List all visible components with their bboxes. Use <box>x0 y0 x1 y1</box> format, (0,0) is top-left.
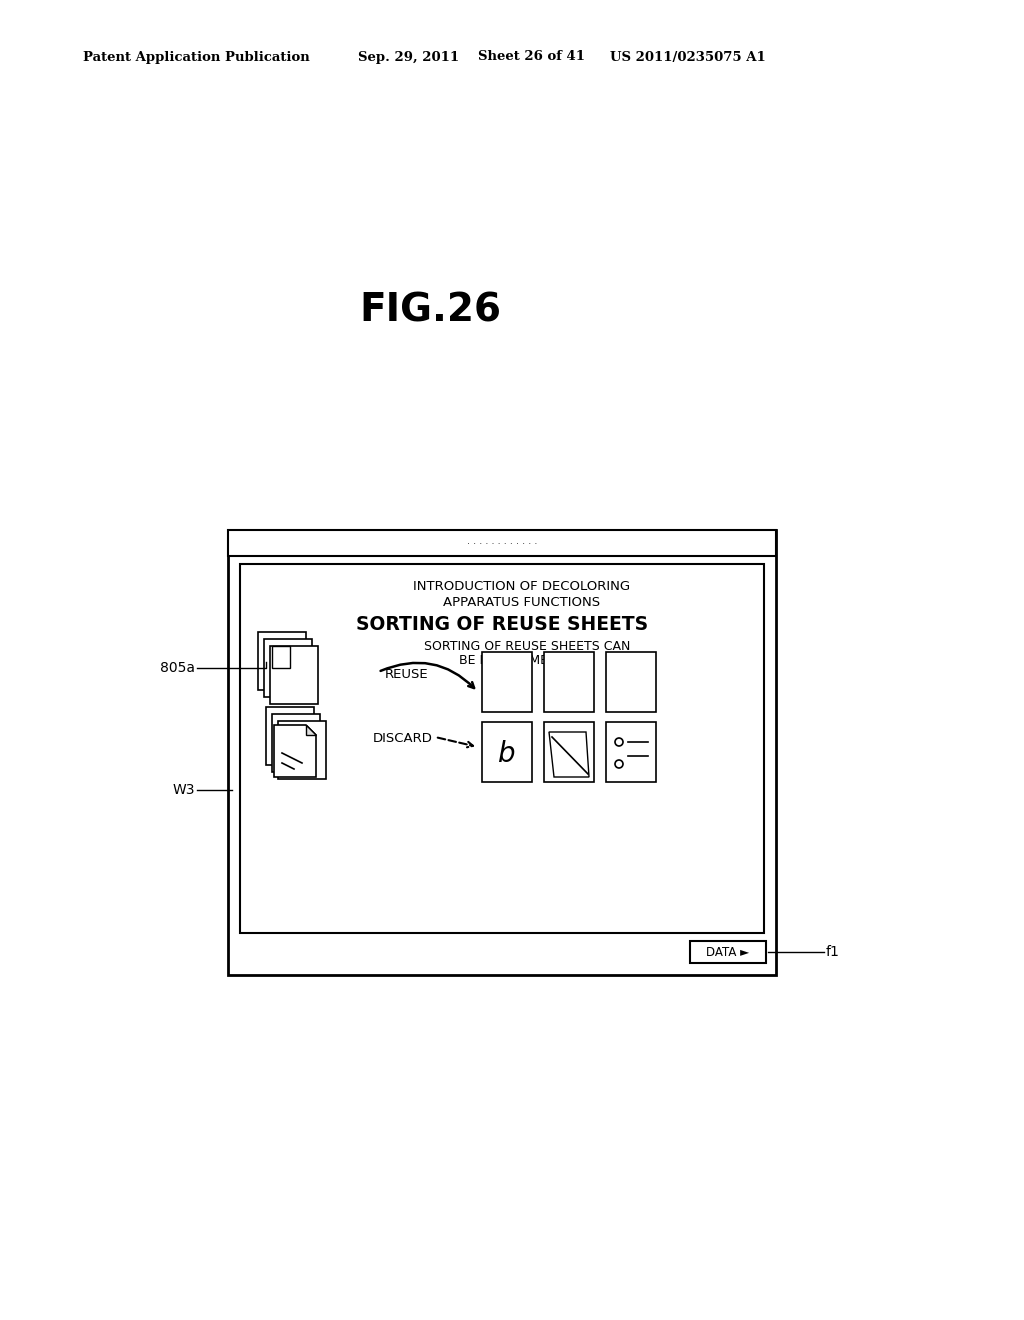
Text: b: b <box>499 741 516 768</box>
Text: REUSE: REUSE <box>385 668 429 681</box>
Text: W3: W3 <box>172 783 195 797</box>
Text: 805a: 805a <box>160 661 195 675</box>
Bar <box>482 652 532 711</box>
Text: DATA ►: DATA ► <box>707 945 750 958</box>
Text: BE PERFORMED.: BE PERFORMED. <box>459 655 561 668</box>
Text: FIG.26: FIG.26 <box>359 290 501 329</box>
Bar <box>544 652 594 711</box>
Text: APPARATUS FUNCTIONS: APPARATUS FUNCTIONS <box>443 595 600 609</box>
Bar <box>278 721 326 779</box>
Bar <box>240 564 764 933</box>
Text: DISCARD: DISCARD <box>373 733 433 746</box>
Bar <box>690 941 766 964</box>
Text: INTRODUCTION OF DECOLORING: INTRODUCTION OF DECOLORING <box>414 579 631 593</box>
Text: f1: f1 <box>826 945 840 960</box>
Bar <box>228 531 776 556</box>
Bar <box>270 645 318 704</box>
Bar <box>228 531 776 975</box>
Text: Sheet 26 of 41: Sheet 26 of 41 <box>478 50 585 63</box>
Text: US 2011/0235075 A1: US 2011/0235075 A1 <box>610 50 766 63</box>
Polygon shape <box>306 725 316 735</box>
Bar <box>272 645 290 668</box>
Text: SORTING OF REUSE SHEETS CAN: SORTING OF REUSE SHEETS CAN <box>424 639 630 652</box>
Bar <box>258 632 306 690</box>
Bar <box>544 722 594 781</box>
Bar <box>266 708 314 766</box>
Text: Sep. 29, 2011: Sep. 29, 2011 <box>358 50 459 63</box>
Bar <box>482 722 532 781</box>
Bar <box>606 652 656 711</box>
Bar <box>264 639 312 697</box>
Bar <box>272 714 319 772</box>
Bar <box>606 722 656 781</box>
Text: SORTING OF REUSE SHEETS: SORTING OF REUSE SHEETS <box>356 615 648 634</box>
Text: · · · · · · · · · · · ·: · · · · · · · · · · · · <box>467 539 538 549</box>
Polygon shape <box>274 725 316 777</box>
Polygon shape <box>549 733 589 777</box>
Text: Patent Application Publication: Patent Application Publication <box>83 50 309 63</box>
